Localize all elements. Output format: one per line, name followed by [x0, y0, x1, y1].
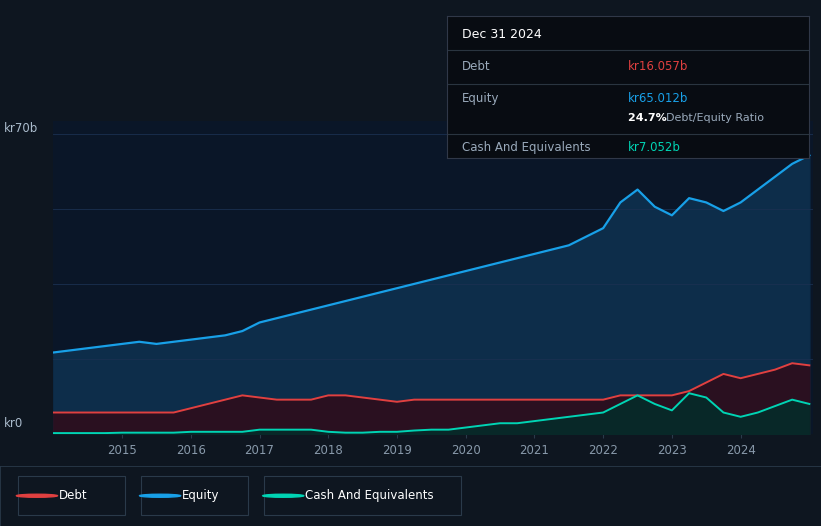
Text: kr65.012b: kr65.012b: [628, 92, 689, 105]
Circle shape: [263, 494, 304, 497]
Text: Equity: Equity: [182, 489, 220, 502]
Text: Debt: Debt: [59, 489, 88, 502]
Text: 24.7%: 24.7%: [628, 113, 671, 123]
Text: Debt/Equity Ratio: Debt/Equity Ratio: [666, 113, 764, 123]
Text: kr70b: kr70b: [4, 123, 39, 135]
Text: Cash And Equivalents: Cash And Equivalents: [305, 489, 434, 502]
Text: kr0: kr0: [4, 417, 23, 430]
Text: kr16.057b: kr16.057b: [628, 60, 689, 74]
Text: Dec 31 2024: Dec 31 2024: [462, 28, 542, 41]
Text: Cash And Equivalents: Cash And Equivalents: [462, 141, 590, 154]
Text: Debt: Debt: [462, 60, 490, 74]
Circle shape: [140, 494, 181, 497]
Circle shape: [16, 494, 57, 497]
Text: Equity: Equity: [462, 92, 499, 105]
Text: kr7.052b: kr7.052b: [628, 141, 681, 154]
